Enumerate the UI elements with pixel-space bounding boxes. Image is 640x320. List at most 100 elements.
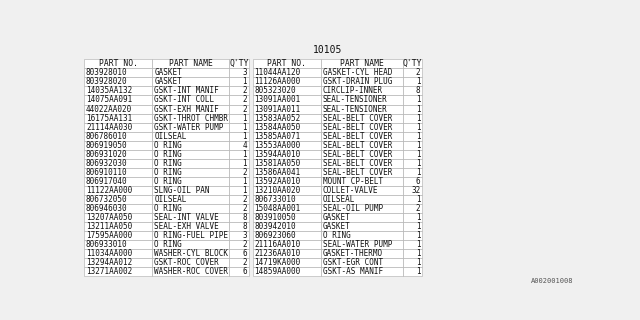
Text: SEAL-BELT COVER: SEAL-BELT COVER: [323, 114, 392, 123]
Text: 806917040: 806917040: [86, 177, 127, 186]
Bar: [321, 123, 403, 132]
Text: 13091AA001: 13091AA001: [255, 95, 301, 105]
Text: SEAL-BELT COVER: SEAL-BELT COVER: [323, 168, 392, 177]
Bar: [321, 222, 403, 231]
Text: 11122AA000: 11122AA000: [86, 186, 132, 195]
Text: GSKT-INT MANIF: GSKT-INT MANIF: [154, 86, 219, 95]
Bar: [403, 59, 422, 68]
Bar: [321, 258, 403, 267]
Bar: [229, 231, 249, 240]
Bar: [84, 222, 152, 231]
Bar: [403, 258, 422, 267]
Text: 14075AA091: 14075AA091: [86, 95, 132, 105]
Text: 803928020: 803928020: [86, 77, 127, 86]
Bar: [321, 240, 403, 249]
Text: 1: 1: [416, 123, 420, 132]
Bar: [253, 68, 321, 77]
Text: SEAL-EXH VALVE: SEAL-EXH VALVE: [154, 222, 219, 231]
Bar: [152, 195, 229, 204]
Text: PART NO.: PART NO.: [268, 60, 306, 68]
Bar: [403, 240, 422, 249]
Bar: [152, 231, 229, 240]
Text: 11034AA000: 11034AA000: [86, 249, 132, 258]
Bar: [253, 195, 321, 204]
Text: GASKET: GASKET: [323, 213, 351, 222]
Text: 13583AA052: 13583AA052: [255, 114, 301, 123]
Bar: [152, 77, 229, 86]
Text: 806733010: 806733010: [255, 195, 296, 204]
Text: 1: 1: [416, 77, 420, 86]
Bar: [403, 150, 422, 159]
Text: 1: 1: [416, 159, 420, 168]
Text: GSKT-INT COLL: GSKT-INT COLL: [154, 95, 214, 105]
Text: 44022AA020: 44022AA020: [86, 105, 132, 114]
Text: PART NAME: PART NAME: [340, 60, 383, 68]
Text: 2: 2: [243, 258, 247, 267]
Text: GASKET-CYL HEAD: GASKET-CYL HEAD: [323, 68, 392, 77]
Bar: [403, 204, 422, 213]
Bar: [152, 204, 229, 213]
Text: 21236AA010: 21236AA010: [255, 249, 301, 258]
Bar: [253, 86, 321, 95]
Bar: [321, 231, 403, 240]
Bar: [321, 59, 403, 68]
Text: 1: 1: [416, 132, 420, 140]
Text: WASHER-CYL BLOCK: WASHER-CYL BLOCK: [154, 249, 228, 258]
Text: 13210AA020: 13210AA020: [255, 186, 301, 195]
Bar: [229, 222, 249, 231]
Bar: [152, 222, 229, 231]
Text: 13091AA011: 13091AA011: [255, 105, 301, 114]
Bar: [403, 213, 422, 222]
Bar: [229, 123, 249, 132]
Bar: [229, 186, 249, 195]
Text: COLLET-VALVE: COLLET-VALVE: [323, 186, 378, 195]
Text: 1: 1: [243, 132, 247, 140]
Text: GASKET: GASKET: [154, 77, 182, 86]
Text: PART NO.: PART NO.: [99, 60, 138, 68]
Bar: [152, 159, 229, 168]
Text: Q'TY: Q'TY: [229, 60, 249, 68]
Text: SLNG-OIL PAN: SLNG-OIL PAN: [154, 186, 210, 195]
Text: 2: 2: [243, 86, 247, 95]
Text: OILSEAL: OILSEAL: [154, 195, 186, 204]
Text: 806786010: 806786010: [86, 132, 127, 140]
Bar: [403, 68, 422, 77]
Bar: [403, 177, 422, 186]
Bar: [321, 159, 403, 168]
Text: 2: 2: [243, 95, 247, 105]
Bar: [253, 59, 321, 68]
Bar: [229, 114, 249, 123]
Text: 803910050: 803910050: [255, 213, 296, 222]
Text: 1: 1: [243, 186, 247, 195]
Bar: [321, 95, 403, 105]
Bar: [152, 86, 229, 95]
Bar: [403, 267, 422, 276]
Text: 806732050: 806732050: [86, 195, 127, 204]
Bar: [253, 249, 321, 258]
Bar: [403, 249, 422, 258]
Bar: [403, 114, 422, 123]
Bar: [84, 231, 152, 240]
Text: 2: 2: [243, 204, 247, 213]
Bar: [321, 168, 403, 177]
Text: 1: 1: [416, 141, 420, 150]
Bar: [84, 186, 152, 195]
Bar: [152, 240, 229, 249]
Bar: [253, 177, 321, 186]
Bar: [253, 114, 321, 123]
Bar: [321, 68, 403, 77]
Text: O RING: O RING: [323, 231, 351, 240]
Bar: [84, 150, 152, 159]
Text: 806919050: 806919050: [86, 141, 127, 150]
Text: 14859AA000: 14859AA000: [255, 267, 301, 276]
Text: 1: 1: [416, 231, 420, 240]
Bar: [403, 222, 422, 231]
Text: 14719KA000: 14719KA000: [255, 258, 301, 267]
Bar: [253, 222, 321, 231]
Text: 13211AA050: 13211AA050: [86, 222, 132, 231]
Bar: [84, 95, 152, 105]
Text: GSKT-ROC COVER: GSKT-ROC COVER: [154, 258, 219, 267]
Bar: [84, 114, 152, 123]
Text: GASKET: GASKET: [154, 68, 182, 77]
Text: 13271AA002: 13271AA002: [86, 267, 132, 276]
